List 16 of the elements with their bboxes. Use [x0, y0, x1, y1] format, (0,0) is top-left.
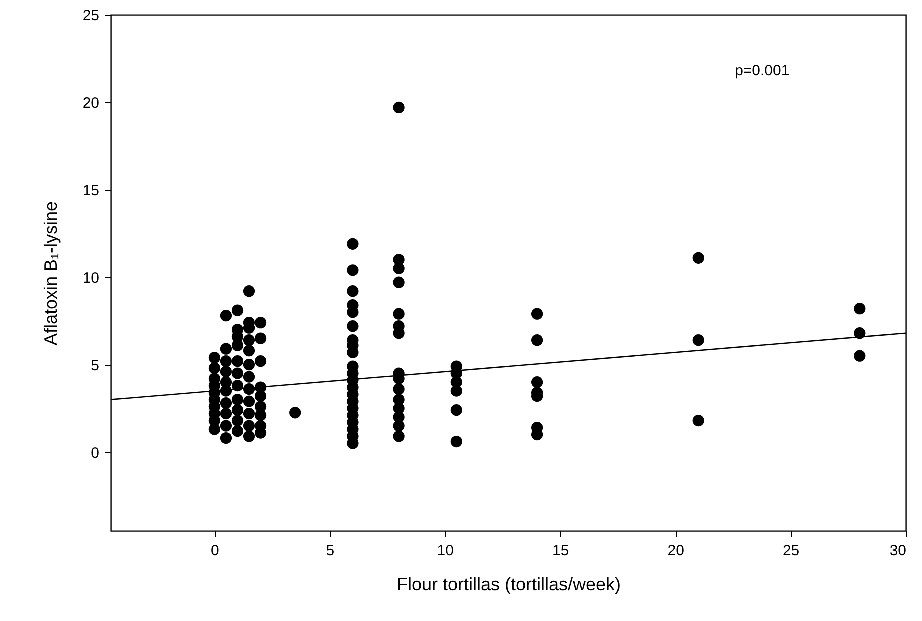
y-tick-label: 0	[91, 444, 100, 462]
x-tick-label: 10	[437, 542, 454, 560]
y-axis-title: Aflatoxin B₁-lysine	[40, 201, 61, 346]
y-tick-label: 5	[91, 357, 100, 374]
x-tick-label: 30	[890, 542, 906, 560]
x-tick-label: 20	[668, 542, 684, 560]
y-tick-label: 25	[82, 8, 100, 24]
annotation: p=0.001	[735, 62, 790, 80]
y-tick-label: 10	[82, 270, 100, 287]
x-tick-label: 25	[782, 542, 800, 560]
x-tick-label: 5	[326, 542, 335, 560]
y-tick-label: 15	[82, 182, 100, 200]
y-tick-label: 20	[82, 94, 100, 112]
x-axis-title: Flour tortillas (tortillas/week)	[396, 574, 622, 594]
x-tick-label: 0	[211, 542, 220, 560]
x-tick-label: 15	[552, 542, 570, 560]
